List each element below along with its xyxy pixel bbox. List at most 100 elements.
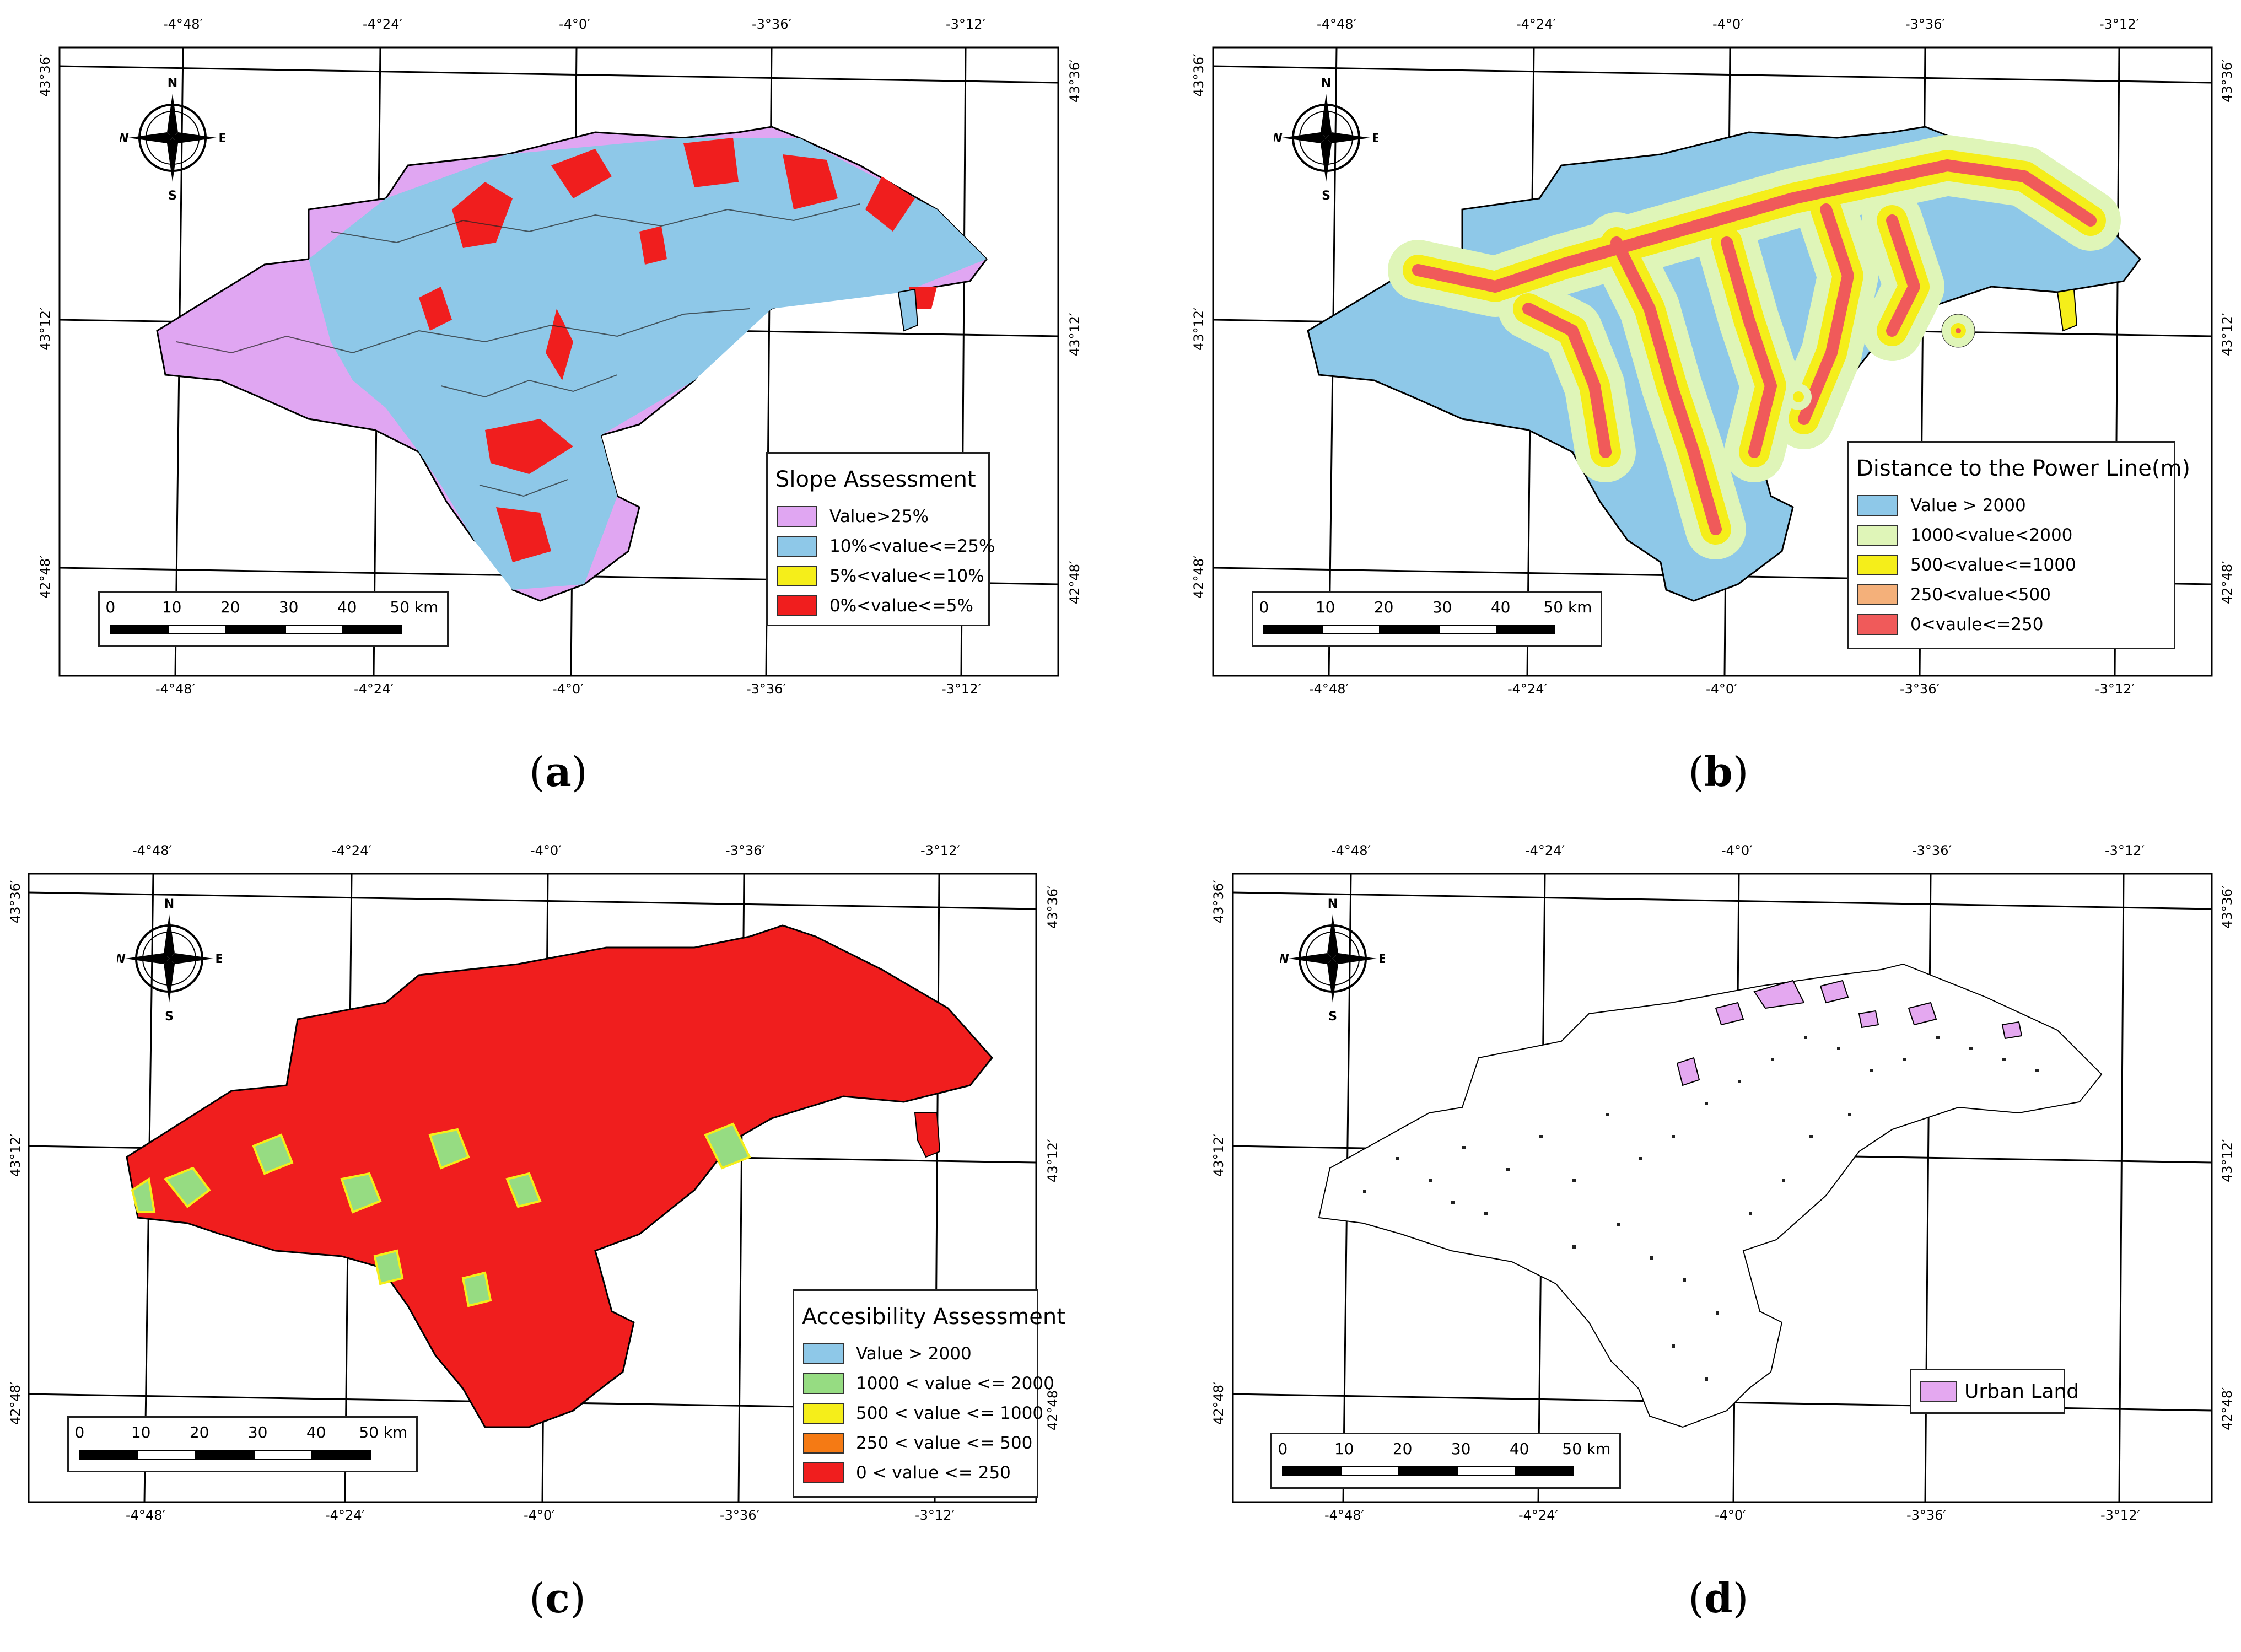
compass-n: N: [164, 897, 174, 911]
lon-label-top: -3°36′: [752, 17, 791, 32]
scale-tick: 0: [1259, 598, 1269, 616]
swatch: [1857, 614, 1898, 635]
swatch: [777, 536, 817, 557]
scale-tick: 20: [220, 598, 240, 616]
panel-label: (c): [529, 1575, 586, 1622]
compass-rose-icon: N S W E: [1280, 897, 1385, 1024]
legend-title: Distance to the Power Line(m): [1856, 456, 2191, 481]
compass-s: S: [1328, 1010, 1337, 1024]
compass-e: E: [1372, 132, 1378, 146]
lon-label-bottom: -4°24′: [1507, 681, 1547, 697]
scale-tick: 0: [105, 598, 116, 616]
lon-label-top: -3°12′: [2099, 17, 2139, 32]
scale-tick: 30: [247, 1423, 268, 1441]
lon-label-top: -3°12′: [2105, 843, 2145, 858]
lon-label-top: -3°36′: [1905, 17, 1945, 32]
scale-bar: 0 10 20 30 40 50 km: [1270, 1433, 1621, 1489]
legend-item: 10%<value<=25%: [777, 534, 995, 558]
scale-tick: 20: [189, 1423, 209, 1441]
lon-label-top: -3°36′: [725, 843, 765, 858]
scale-tick: 10: [1334, 1440, 1354, 1458]
lon-label-top: -4°0′: [559, 17, 590, 32]
scale-tick: 0: [74, 1423, 85, 1441]
legend-item: 250<value<500: [1857, 583, 2174, 607]
scale-tick: 40: [306, 1423, 326, 1441]
compass-n: N: [168, 77, 177, 90]
legend-item: Value>25%: [777, 504, 988, 529]
legend-item: 0<vaule<=250: [1857, 612, 2174, 637]
legend-item: 1000 < value <= 2000: [803, 1371, 1054, 1396]
lon-label-top: -4°24′: [1516, 17, 1556, 32]
scale-tick: 30: [1451, 1440, 1471, 1458]
scale-tick: 50 km: [1562, 1440, 1611, 1458]
scale-tick: 50 km: [1543, 598, 1592, 616]
scale-tick: 10: [161, 598, 182, 616]
swatch: [1857, 555, 1898, 575]
lat-label-right: 43°12′: [2220, 1139, 2235, 1182]
lon-label-bottom: -3°12′: [915, 1508, 955, 1523]
scale-bar: 0 10 20 30 40 50 km: [98, 591, 449, 647]
lat-label-left: 43°12′: [37, 307, 53, 351]
legend-item: 0%<value<=5%: [777, 594, 988, 618]
lon-label-bottom: -4°0′: [1706, 681, 1737, 697]
lon-label-top: -4°24′: [1525, 843, 1565, 858]
lon-label-top: -4°48′: [163, 17, 203, 32]
lon-label-bottom: -4°24′: [354, 681, 394, 697]
panel-c: -4°48′ -4°24′ -4°0′ -3°36′ -3°12′ -4°48′…: [0, 826, 1120, 1652]
scale-tick: 50 km: [390, 598, 439, 616]
swatch: [803, 1403, 844, 1424]
lon-label-top: -3°36′: [1912, 843, 1952, 858]
compass-n: N: [1321, 77, 1331, 90]
legend-item: 500 < value <= 1000: [803, 1401, 1043, 1425]
lon-label-bottom: -3°36′: [720, 1508, 759, 1523]
lon-label-top: -4°24′: [332, 843, 371, 858]
swatch: [1857, 495, 1898, 516]
lat-label-left: 43°36′: [1211, 880, 1226, 923]
scale-tick: 30: [1432, 598, 1452, 616]
legend-item: 0 < value <= 250: [803, 1461, 1037, 1485]
lat-label-right: 42°48′: [1045, 1387, 1060, 1430]
scale-tick: 50 km: [359, 1423, 408, 1441]
scale-tick: 20: [1373, 598, 1394, 616]
panel-a: -4°48′ -4°24′ -4°0′ -3°36′ -3°12′ -4°48′…: [0, 0, 1120, 826]
scale-bar: 0 10 20 30 40 50 km: [67, 1416, 418, 1472]
lat-label-left: 42°48′: [8, 1381, 23, 1425]
lon-label-bottom: -3°12′: [2095, 681, 2135, 697]
lon-label-top: -4°0′: [1712, 17, 1744, 32]
lat-label-left: 43°12′: [1211, 1133, 1226, 1177]
compass-rose-icon: N S W E: [117, 897, 222, 1024]
panel-d: -4°48′ -4°24′ -4°0′ -3°36′ -3°12′ -4°48′…: [1120, 826, 2241, 1652]
lon-label-top: -4°0′: [1721, 843, 1753, 858]
swatch: [777, 595, 817, 616]
compass-rose-icon: N S W E: [1274, 77, 1378, 203]
lat-label-right: 43°36′: [2220, 59, 2235, 103]
lon-label-bottom: -3°36′: [1900, 681, 1940, 697]
compass-e: E: [1378, 953, 1385, 966]
lon-label-bottom: -4°48′: [1309, 681, 1349, 697]
panel-label: (b): [1688, 749, 1749, 796]
lat-label-left: 42°48′: [1211, 1381, 1226, 1425]
compass-w: W: [120, 132, 129, 146]
lat-label-left: 43°36′: [8, 880, 23, 923]
legend-item: Value > 2000: [1857, 493, 2174, 518]
lon-label-bottom: -4°48′: [126, 1508, 165, 1523]
lon-label-bottom: -4°48′: [1324, 1508, 1364, 1523]
lat-label-right: 43°36′: [2220, 885, 2235, 929]
swatch: [777, 506, 817, 527]
swatch: [803, 1433, 844, 1454]
scale-tick: 0: [1278, 1440, 1288, 1458]
lon-label-bottom: -4°48′: [155, 681, 195, 697]
lon-label-top: -3°12′: [920, 843, 960, 858]
lat-label-left: 42°48′: [1191, 555, 1206, 599]
compass-s: S: [1322, 189, 1330, 203]
lon-label-bottom: -4°0′: [524, 1508, 555, 1523]
legend-item: 5%<value<=10%: [777, 564, 988, 588]
scale-tick: 40: [1509, 1440, 1529, 1458]
lon-label-top: -4°24′: [363, 17, 402, 32]
compass-s: S: [168, 189, 177, 203]
scale-tick: 40: [337, 598, 357, 616]
scale-tick: 10: [1315, 598, 1335, 616]
lon-label-bottom: -4°0′: [1715, 1508, 1746, 1523]
legend-item: 1000<value<2000: [1857, 523, 2174, 547]
lat-label-left: 43°12′: [8, 1133, 23, 1177]
